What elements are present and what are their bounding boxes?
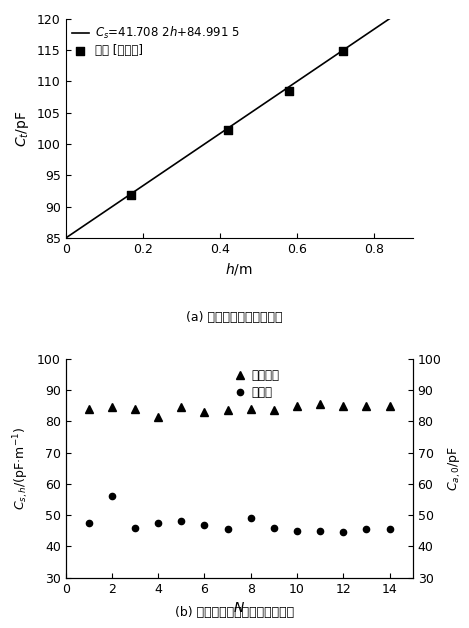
X-axis label: $h$/m: $h$/m — [225, 261, 253, 278]
$C_s$=41.708 2$h$+84.991 5 — [64, 234, 69, 241]
电容 [实验值] — [224, 125, 231, 135]
Legend: 无功电容, 灵敏度: 无功电容, 灵敏度 — [229, 364, 284, 403]
$C_s$=41.708 2$h$+84.991 5 — [63, 234, 68, 242]
Text: (a) 液位与电容的标定关系: (a) 液位与电容的标定关系 — [186, 311, 283, 323]
灵敏度 — [225, 526, 230, 533]
Line: 无功电容: 无功电容 — [85, 400, 393, 420]
灵敏度 — [387, 526, 393, 533]
Legend: $C_s$=41.708 2$h$+84.991 5, 电容 [实验值]: $C_s$=41.708 2$h$+84.991 5, 电容 [实验值] — [72, 24, 240, 57]
无功电容 — [363, 402, 369, 409]
无功电容 — [179, 403, 184, 411]
灵敏度 — [271, 524, 277, 531]
$C_s$=41.708 2$h$+84.991 5 — [270, 94, 275, 102]
电容 [实验值] — [340, 46, 347, 57]
灵敏度 — [340, 529, 346, 536]
灵敏度 — [109, 492, 115, 500]
灵敏度 — [86, 519, 91, 527]
灵敏度 — [294, 527, 300, 534]
灵敏度 — [363, 526, 369, 533]
$C_s$=41.708 2$h$+84.991 5 — [378, 21, 383, 29]
电容 [实验值] — [286, 87, 293, 97]
$C_s$=41.708 2$h$+84.991 5 — [268, 95, 274, 103]
无功电容 — [340, 402, 346, 409]
无功电容 — [155, 413, 161, 420]
无功电容 — [387, 402, 393, 409]
Y-axis label: $C_t$/pF: $C_t$/pF — [15, 110, 31, 147]
无功电容 — [109, 403, 115, 411]
$C_s$=41.708 2$h$+84.991 5 — [356, 36, 361, 44]
灵敏度 — [132, 524, 138, 531]
无功电容 — [202, 408, 207, 416]
灵敏度 — [202, 521, 207, 528]
$C_s$=41.708 2$h$+84.991 5 — [275, 90, 281, 98]
无功电容 — [225, 406, 230, 414]
灵敏度 — [155, 519, 161, 527]
无功电容 — [294, 402, 300, 409]
Line: $C_s$=41.708 2$h$+84.991 5: $C_s$=41.708 2$h$+84.991 5 — [66, 3, 413, 238]
无功电容 — [132, 405, 138, 413]
灵敏度 — [318, 527, 323, 534]
无功电容 — [86, 405, 91, 413]
$C_s$=41.708 2$h$+84.991 5 — [410, 0, 416, 7]
无功电容 — [271, 406, 277, 414]
Y-axis label: $C_{a,0}$/pF: $C_{a,0}$/pF — [447, 446, 463, 490]
灵敏度 — [248, 514, 254, 522]
灵敏度 — [179, 517, 184, 525]
Line: 灵敏度: 灵敏度 — [86, 493, 393, 536]
Y-axis label: $C_{s,h}$/(pF·m$^{-1}$): $C_{s,h}$/(pF·m$^{-1}$) — [12, 426, 31, 510]
Text: (b) 多次标定的灵敏度和无功电容: (b) 多次标定的灵敏度和无功电容 — [175, 606, 294, 619]
X-axis label: $N$: $N$ — [233, 601, 245, 615]
无功电容 — [248, 405, 254, 413]
无功电容 — [318, 400, 323, 408]
电容 [实验值] — [128, 190, 135, 200]
